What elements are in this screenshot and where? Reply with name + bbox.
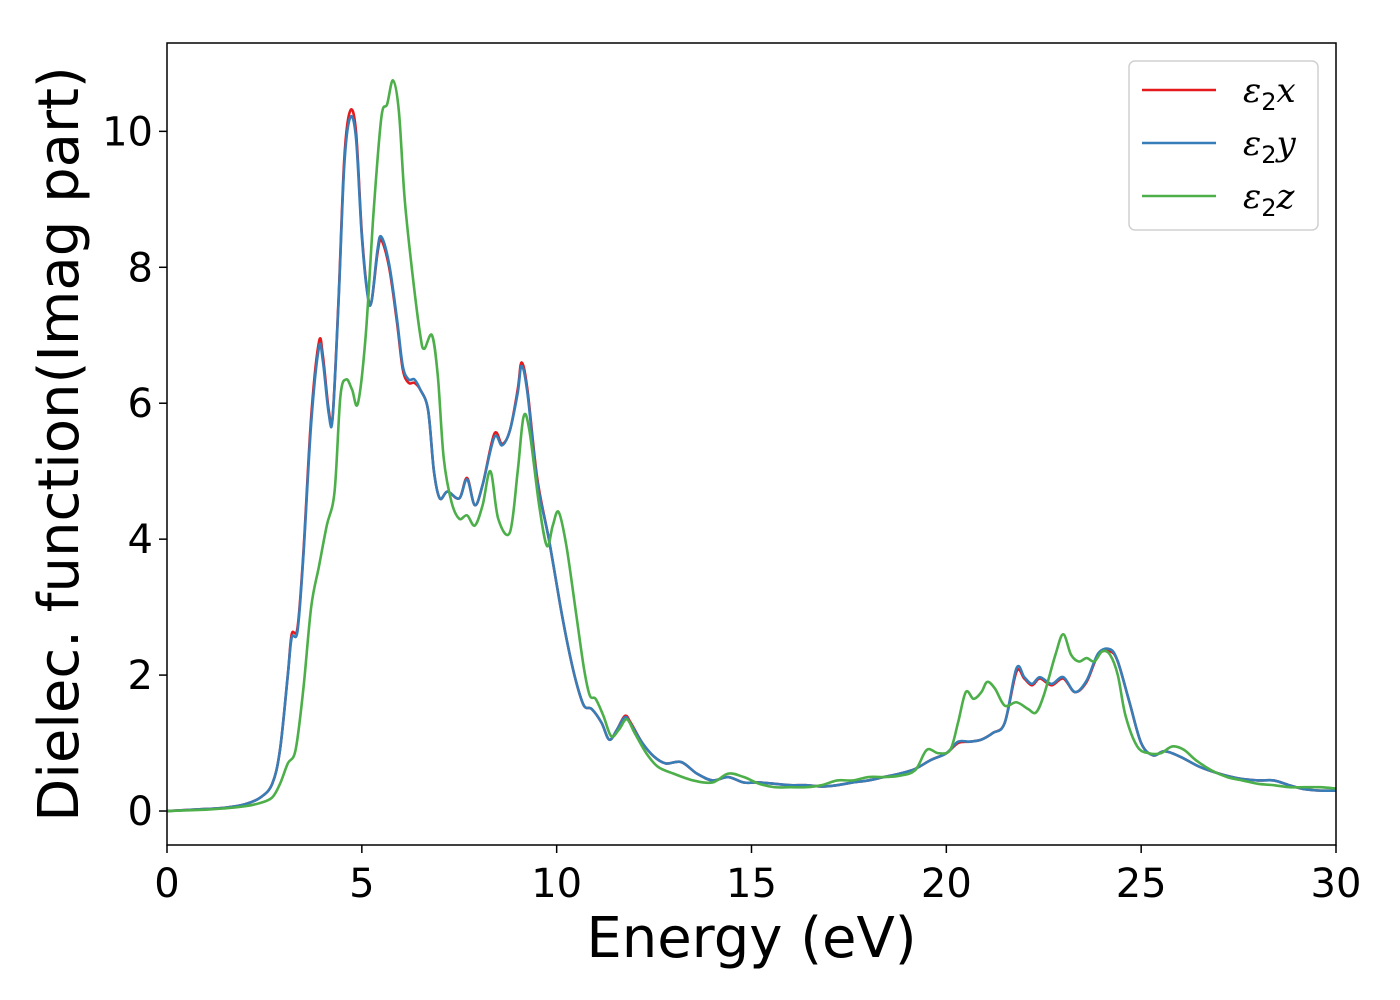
legend-label-z: ε2z <box>1243 177 1296 222</box>
y-tick-label: 4 <box>128 517 153 563</box>
x-axis-label: Energy (eV) <box>586 906 916 971</box>
y-axis-label: Dielec. function(Imag part) <box>27 66 92 822</box>
x-tick-label: 25 <box>1116 861 1167 907</box>
series-line-y <box>167 114 1336 813</box>
y-tick-label: 0 <box>128 789 153 835</box>
y-tick-label: 6 <box>128 381 153 427</box>
legend-box <box>1128 60 1319 231</box>
x-tick-label: 15 <box>726 861 777 907</box>
legend-label-x: ε2x <box>1243 71 1296 116</box>
legend-label-y: ε2y <box>1243 124 1297 169</box>
y-tick-label: 8 <box>128 245 153 291</box>
x-tick-label: 5 <box>349 861 374 907</box>
y-tick-label: 10 <box>102 109 153 155</box>
axis-ticks: 0 5 10 15 20 25 30 0 2 4 6 8 10 <box>102 109 1361 907</box>
x-tick-label: 20 <box>921 861 972 907</box>
x-tick-label: 10 <box>531 861 582 907</box>
plot-lines <box>167 79 1336 813</box>
series-line-z <box>167 79 1336 813</box>
legend: ε2x ε2y ε2z <box>1128 60 1319 231</box>
x-tick-label: 0 <box>154 861 179 907</box>
y-tick-label: 2 <box>128 653 153 699</box>
x-tick-label: 30 <box>1311 861 1362 907</box>
